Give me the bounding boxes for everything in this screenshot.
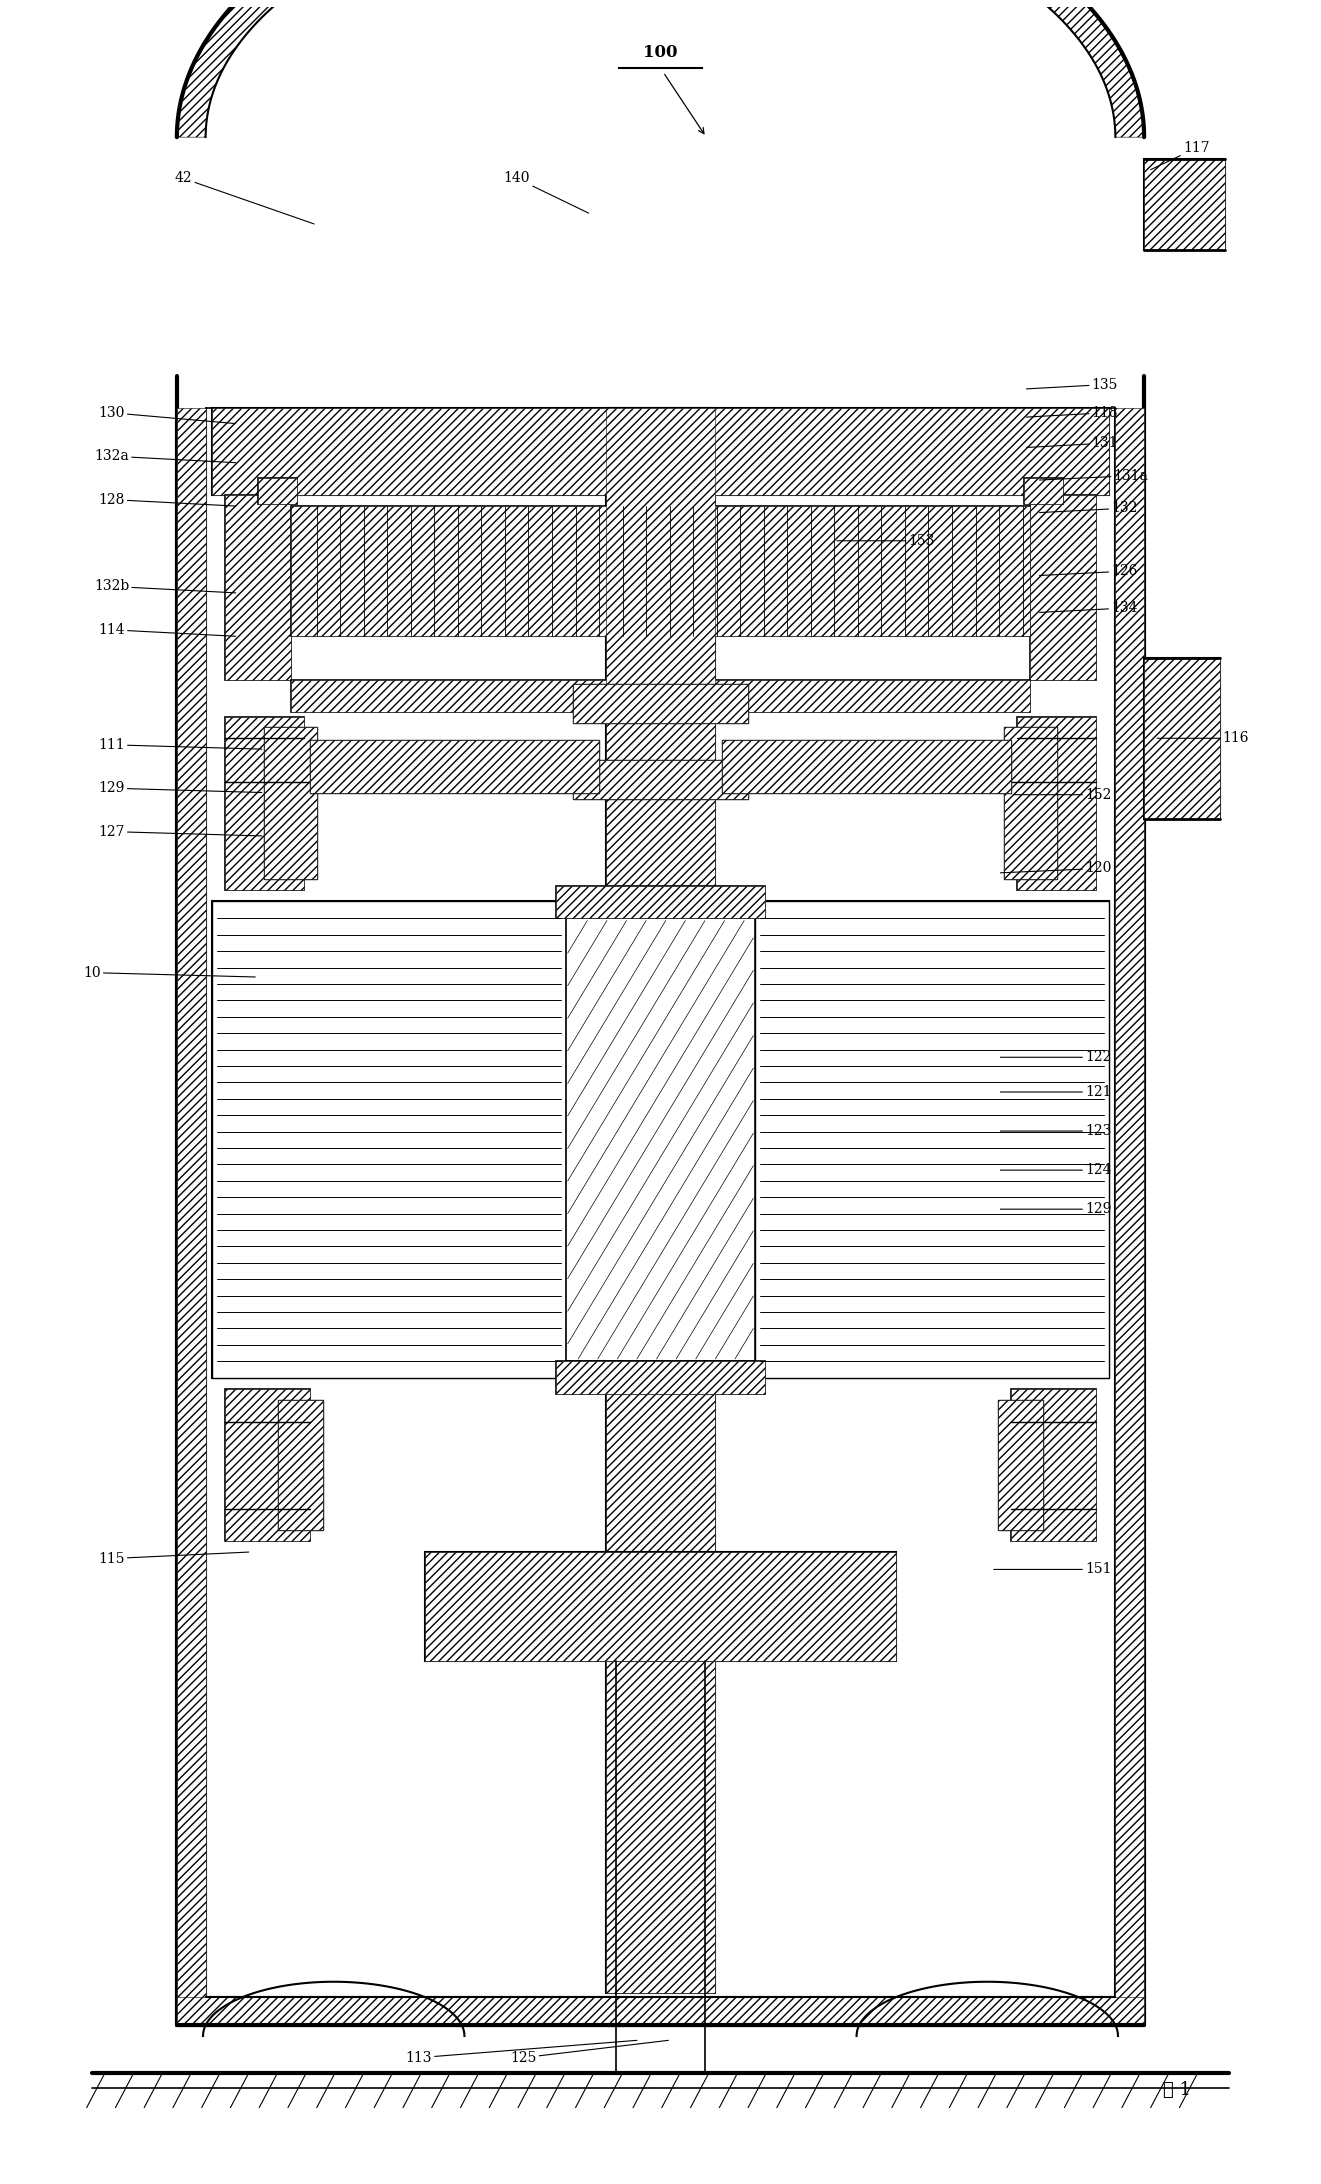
Text: 152: 152	[1013, 788, 1111, 802]
Text: 129: 129	[98, 782, 262, 795]
Bar	[567, 919, 754, 1361]
Text: 123: 123	[1000, 1125, 1111, 1138]
Text: 124: 124	[1000, 1164, 1112, 1177]
Text: 135: 135	[1026, 378, 1118, 391]
Bar	[226, 716, 304, 891]
Text: 129: 129	[1000, 1201, 1111, 1216]
Bar	[277, 1400, 324, 1531]
Text: 132b: 132b	[94, 579, 235, 594]
Bar	[258, 478, 297, 505]
Text: 151: 151	[993, 1562, 1112, 1577]
Bar	[226, 496, 291, 679]
Bar	[997, 1400, 1044, 1531]
Text: 10: 10	[83, 965, 255, 981]
Bar	[1030, 496, 1095, 679]
Text: 115: 115	[98, 1551, 248, 1566]
Bar	[556, 887, 765, 919]
Text: 125: 125	[510, 2040, 668, 2064]
Bar	[1144, 159, 1225, 249]
Bar	[573, 760, 748, 799]
Bar	[425, 1553, 896, 1660]
Text: 116: 116	[1157, 732, 1248, 745]
Text: 132a: 132a	[94, 450, 235, 463]
Bar	[1011, 1389, 1095, 1542]
Text: 132: 132	[1040, 502, 1137, 515]
Bar	[1024, 478, 1063, 505]
Bar	[573, 684, 748, 723]
Bar	[213, 902, 567, 1378]
Bar	[1144, 657, 1221, 819]
Bar	[291, 679, 1030, 712]
Bar	[226, 1389, 310, 1542]
Polygon shape	[177, 0, 1144, 138]
Bar	[605, 408, 716, 1992]
Text: 114: 114	[98, 622, 235, 638]
Text: 113: 113	[406, 2040, 637, 2064]
Text: 153: 153	[838, 533, 935, 548]
Text: 127: 127	[98, 826, 262, 839]
Text: 134: 134	[1040, 601, 1137, 616]
Text: 131: 131	[1026, 437, 1118, 450]
Bar	[723, 740, 1011, 793]
Bar	[291, 507, 1030, 636]
Bar	[213, 902, 1108, 1378]
Text: 42: 42	[174, 170, 314, 225]
Text: 111: 111	[98, 738, 262, 751]
Text: 117: 117	[1151, 142, 1210, 170]
Text: 131a: 131a	[1040, 470, 1148, 483]
Bar	[1017, 716, 1095, 891]
Text: 120: 120	[1000, 860, 1111, 876]
Text: 118: 118	[1026, 406, 1118, 419]
Bar	[310, 740, 598, 793]
Bar	[754, 902, 1108, 1378]
Text: 121: 121	[1000, 1085, 1112, 1099]
Bar	[213, 408, 1108, 496]
Text: 图 1: 图 1	[1162, 2081, 1190, 2099]
Bar	[1004, 727, 1057, 880]
Text: 130: 130	[98, 406, 235, 424]
Bar	[556, 1361, 765, 1393]
Text: 140: 140	[503, 170, 589, 214]
Text: 122: 122	[1000, 1051, 1111, 1064]
Text: 126: 126	[1040, 563, 1137, 579]
Text: 100: 100	[643, 44, 678, 61]
Text: 128: 128	[98, 494, 235, 507]
Bar	[264, 727, 317, 880]
